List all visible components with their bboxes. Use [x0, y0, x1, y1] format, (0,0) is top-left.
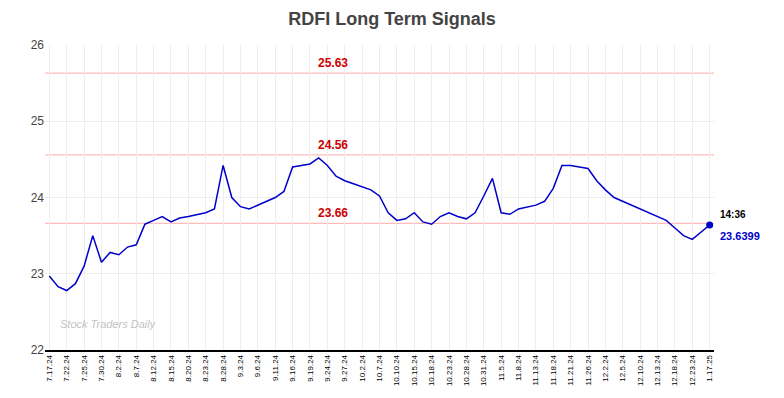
svg-text:24: 24 — [31, 191, 45, 205]
svg-text:11.13.24: 11.13.24 — [531, 354, 540, 385]
svg-text:Stock Traders Daily: Stock Traders Daily — [60, 318, 157, 330]
svg-text:12.23.24: 12.23.24 — [688, 354, 697, 386]
svg-text:23: 23 — [31, 267, 45, 281]
svg-text:11.21.24: 11.21.24 — [566, 354, 575, 385]
svg-text:11.5.24: 11.5.24 — [497, 354, 506, 381]
svg-text:10.31.24: 10.31.24 — [479, 354, 488, 386]
svg-text:12.18.24: 12.18.24 — [671, 354, 680, 386]
svg-text:11.8.24: 11.8.24 — [514, 354, 523, 381]
svg-text:7.17.24: 7.17.24 — [45, 354, 54, 381]
svg-text:9.24.24: 9.24.24 — [323, 354, 332, 381]
svg-text:7.22.24: 7.22.24 — [62, 354, 71, 381]
svg-text:12.10.24: 12.10.24 — [636, 354, 645, 386]
svg-text:12.13.24: 12.13.24 — [653, 354, 662, 386]
svg-text:10.23.24: 10.23.24 — [445, 354, 454, 386]
svg-text:9.3.24: 9.3.24 — [236, 354, 245, 377]
svg-text:11.26.24: 11.26.24 — [584, 354, 593, 385]
svg-text:9.19.24: 9.19.24 — [306, 354, 315, 381]
svg-text:24.56: 24.56 — [318, 138, 348, 152]
svg-text:26: 26 — [31, 38, 45, 52]
svg-text:8.23.24: 8.23.24 — [201, 354, 210, 381]
svg-text:7.30.24: 7.30.24 — [97, 354, 106, 381]
svg-text:12.2.24: 12.2.24 — [601, 354, 610, 381]
svg-text:10.18.24: 10.18.24 — [427, 354, 436, 386]
svg-text:22: 22 — [31, 343, 45, 357]
svg-text:10.7.24: 10.7.24 — [375, 354, 384, 381]
svg-text:11.18.24: 11.18.24 — [549, 354, 558, 385]
svg-text:8.2.24: 8.2.24 — [114, 354, 123, 377]
svg-text:10.28.24: 10.28.24 — [462, 354, 471, 386]
svg-text:9.16.24: 9.16.24 — [288, 354, 297, 381]
svg-text:9.6.24: 9.6.24 — [253, 354, 262, 377]
svg-text:8.28.24: 8.28.24 — [219, 354, 228, 381]
svg-text:23.66: 23.66 — [318, 206, 348, 220]
svg-text:8.20.24: 8.20.24 — [184, 354, 193, 381]
svg-text:10.15.24: 10.15.24 — [410, 354, 419, 386]
svg-text:23.6399: 23.6399 — [720, 230, 760, 242]
svg-text:RDFI Long Term Signals: RDFI Long Term Signals — [288, 9, 496, 29]
svg-text:1.17.25: 1.17.25 — [705, 354, 714, 381]
svg-text:25: 25 — [31, 114, 45, 128]
svg-text:14:36: 14:36 — [720, 209, 746, 220]
svg-text:25.63: 25.63 — [318, 56, 348, 70]
svg-text:10.10.24: 10.10.24 — [392, 354, 401, 386]
svg-text:8.12.24: 8.12.24 — [149, 354, 158, 381]
svg-text:8.7.24: 8.7.24 — [132, 354, 141, 377]
svg-text:9.27.24: 9.27.24 — [340, 354, 349, 381]
svg-text:12.5.24: 12.5.24 — [618, 354, 627, 381]
svg-text:7.25.24: 7.25.24 — [80, 354, 89, 381]
svg-text:9.11.24: 9.11.24 — [271, 354, 280, 381]
svg-text:10.2.24: 10.2.24 — [358, 354, 367, 381]
svg-text:8.15.24: 8.15.24 — [167, 354, 176, 381]
